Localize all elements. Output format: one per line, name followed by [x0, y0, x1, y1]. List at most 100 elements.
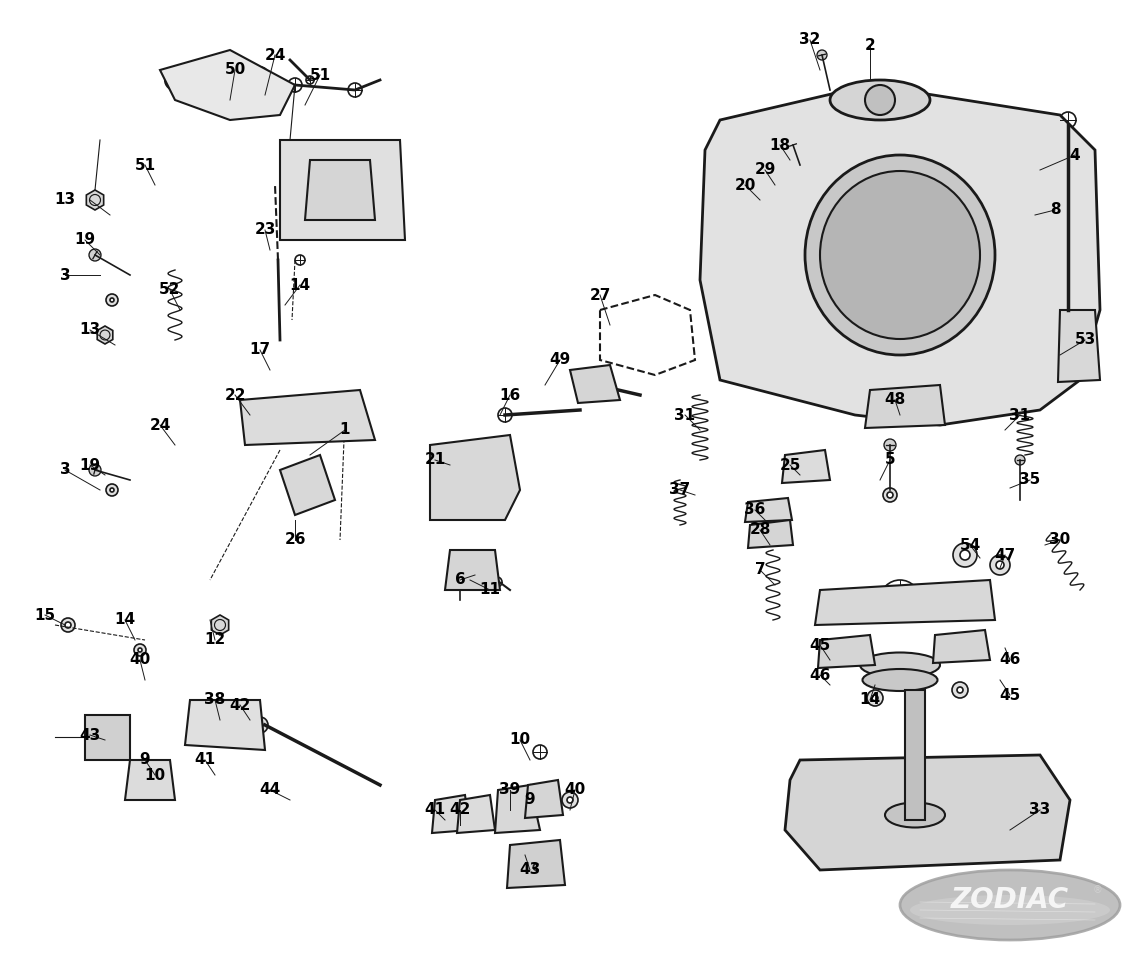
Text: 9: 9	[525, 793, 535, 807]
Text: 33: 33	[1029, 803, 1051, 818]
Polygon shape	[818, 635, 875, 668]
Text: 47: 47	[994, 547, 1016, 563]
Polygon shape	[125, 760, 175, 800]
Circle shape	[89, 249, 101, 261]
Text: 18: 18	[769, 137, 791, 153]
Text: 51: 51	[309, 67, 331, 83]
Circle shape	[562, 792, 578, 808]
Text: 48: 48	[884, 393, 905, 407]
Text: 17: 17	[250, 343, 270, 357]
Text: 43: 43	[80, 728, 101, 742]
Text: 42: 42	[229, 698, 251, 712]
Text: 32: 32	[800, 33, 820, 47]
Circle shape	[867, 690, 883, 706]
Text: 51: 51	[134, 157, 156, 173]
Text: 40: 40	[130, 653, 151, 667]
Text: 40: 40	[565, 782, 586, 798]
Text: 14: 14	[115, 612, 135, 628]
Circle shape	[996, 561, 1004, 569]
Polygon shape	[745, 498, 792, 522]
Circle shape	[872, 695, 878, 701]
Polygon shape	[785, 755, 1070, 870]
Text: 1: 1	[340, 422, 350, 438]
Circle shape	[1043, 208, 1056, 222]
Circle shape	[952, 682, 968, 698]
Text: 10: 10	[144, 767, 166, 782]
Polygon shape	[240, 390, 375, 445]
Text: 3: 3	[60, 268, 70, 282]
Text: 20: 20	[734, 178, 755, 193]
Text: 14: 14	[290, 277, 310, 293]
Circle shape	[61, 618, 75, 632]
Circle shape	[106, 484, 118, 496]
Text: 2: 2	[864, 37, 876, 53]
Polygon shape	[86, 190, 103, 210]
Polygon shape	[864, 385, 945, 428]
Polygon shape	[211, 615, 228, 635]
Circle shape	[768, 168, 782, 182]
Text: 31: 31	[675, 407, 695, 422]
Circle shape	[884, 439, 896, 451]
Circle shape	[110, 298, 114, 302]
Circle shape	[137, 648, 142, 652]
Circle shape	[957, 687, 963, 693]
Circle shape	[252, 717, 268, 733]
Text: 46: 46	[1000, 653, 1020, 667]
Circle shape	[832, 647, 847, 663]
Text: ®: ®	[1093, 885, 1103, 895]
Circle shape	[567, 797, 573, 803]
Text: 14: 14	[860, 692, 880, 708]
Polygon shape	[431, 435, 520, 520]
Polygon shape	[85, 715, 130, 760]
Text: 21: 21	[425, 452, 445, 468]
Ellipse shape	[805, 155, 995, 355]
Polygon shape	[185, 700, 265, 750]
Text: 43: 43	[519, 862, 541, 877]
Ellipse shape	[910, 895, 1110, 925]
Text: 30: 30	[1050, 533, 1070, 547]
Polygon shape	[445, 550, 500, 590]
Text: 9: 9	[140, 753, 150, 767]
Polygon shape	[525, 780, 563, 818]
Text: 4: 4	[1070, 148, 1080, 162]
Text: 13: 13	[80, 323, 101, 338]
Text: 13: 13	[55, 193, 76, 207]
Circle shape	[1014, 455, 1025, 465]
Polygon shape	[304, 160, 375, 220]
Ellipse shape	[830, 80, 930, 120]
Text: 29: 29	[754, 162, 776, 178]
Text: 42: 42	[450, 803, 470, 818]
Text: 16: 16	[500, 388, 520, 402]
Circle shape	[953, 543, 977, 567]
Text: 25: 25	[779, 458, 801, 472]
Circle shape	[110, 488, 114, 492]
Polygon shape	[933, 630, 989, 663]
Text: 19: 19	[80, 458, 101, 472]
Text: 41: 41	[425, 803, 445, 818]
Text: 45: 45	[1000, 687, 1020, 703]
Text: 12: 12	[204, 633, 226, 647]
Circle shape	[65, 622, 70, 628]
Text: 41: 41	[194, 753, 216, 767]
Text: 7: 7	[754, 563, 766, 578]
Bar	[905, 690, 925, 820]
Text: 50: 50	[225, 62, 245, 78]
Circle shape	[887, 492, 893, 498]
Text: 27: 27	[590, 287, 611, 302]
Text: C: C	[532, 863, 538, 873]
Circle shape	[788, 140, 797, 150]
Text: 31: 31	[1010, 407, 1030, 422]
Polygon shape	[160, 50, 295, 120]
Text: 39: 39	[500, 782, 520, 798]
Text: 19: 19	[75, 232, 95, 248]
Circle shape	[837, 652, 843, 658]
Text: 15: 15	[34, 608, 56, 622]
Text: 35: 35	[1019, 472, 1041, 488]
Polygon shape	[279, 455, 335, 515]
Text: 49: 49	[550, 352, 570, 368]
Polygon shape	[279, 140, 406, 240]
Text: 5: 5	[885, 452, 895, 468]
Text: ZODIAC: ZODIAC	[951, 886, 1069, 914]
Circle shape	[257, 722, 264, 728]
Text: 24: 24	[149, 418, 170, 433]
